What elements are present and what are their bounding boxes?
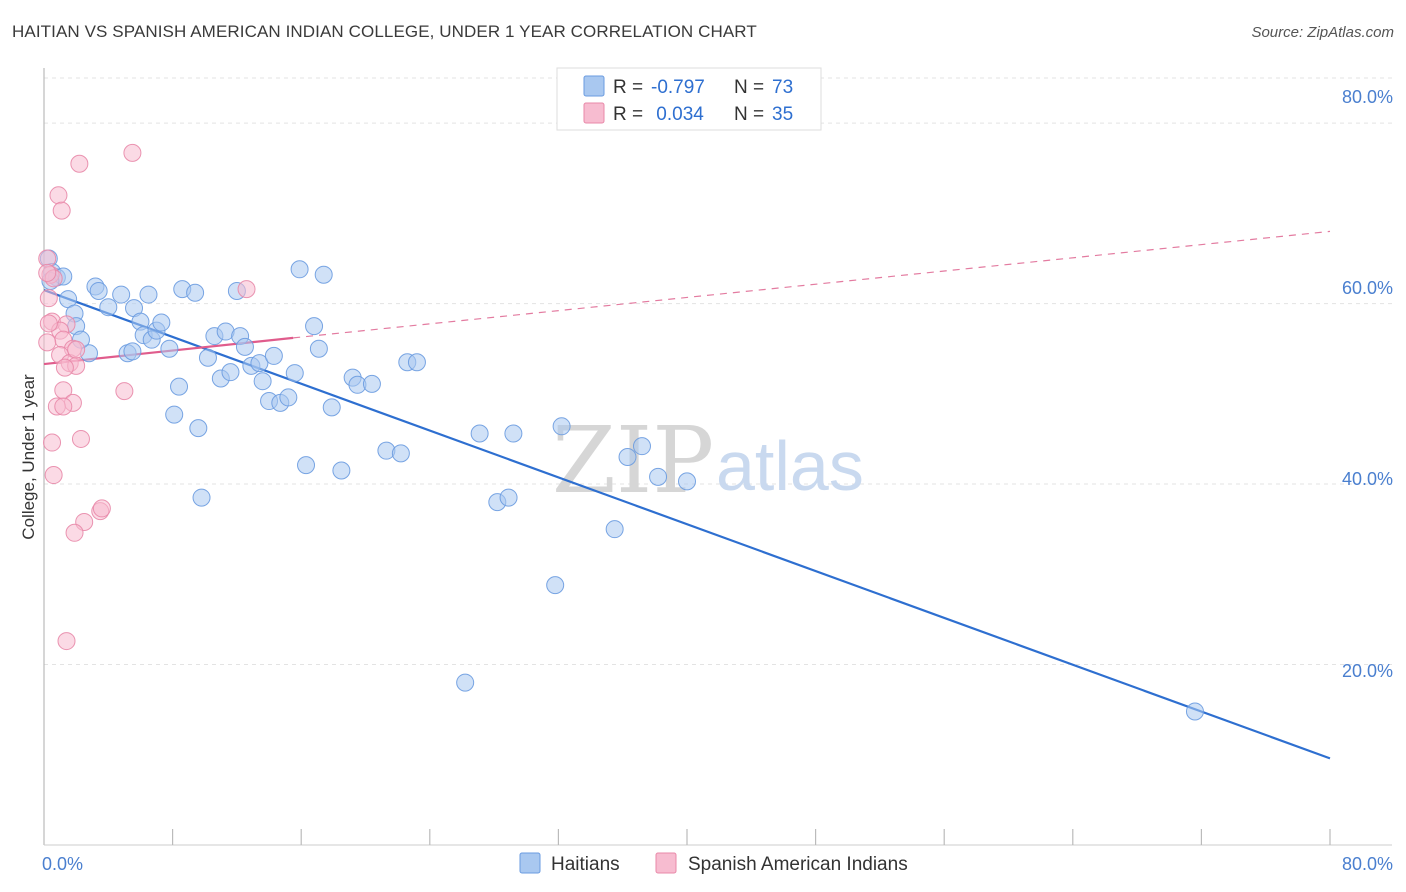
point-haitians [314, 265, 333, 284]
point-haitians [305, 317, 324, 336]
point-spanish-american-indians [38, 333, 57, 352]
y-tick-labels: 80.0% 60.0% 40.0% 20.0% [1342, 87, 1393, 681]
point-spanish-american-indians [52, 201, 71, 220]
trendline-spanish-american-indians-dashed [293, 230, 1331, 339]
point-haitians [332, 461, 351, 480]
y-axis-label: College, Under 1 year [19, 374, 38, 540]
point-spanish-american-indians [92, 499, 111, 518]
point-haitians [285, 364, 304, 383]
point-spanish-american-indians [115, 382, 134, 401]
point-spanish-american-indians [49, 186, 68, 205]
point-haitians [605, 520, 624, 539]
point-haitians [322, 398, 341, 417]
point-haitians [504, 424, 523, 443]
legend-swatch-spanish-american-indians [583, 102, 605, 124]
legend-r-value: 0.034 [651, 104, 704, 125]
point-haitians [678, 472, 696, 491]
point-haitians [186, 283, 205, 302]
point-haitians [170, 377, 189, 396]
data-points [38, 143, 1204, 721]
point-spanish-american-indians [39, 314, 58, 333]
point-haitians [152, 313, 171, 332]
point-haitians [221, 363, 240, 382]
point-spanish-american-indians [67, 340, 86, 359]
point-spanish-american-indians [39, 289, 58, 308]
point-haitians [649, 467, 668, 486]
legend-box: R = -0.797 N = 73 R = 0.034 N = 35 [556, 67, 822, 131]
point-spanish-american-indians [237, 280, 256, 299]
legend-n-label: N = [734, 77, 769, 98]
bottom-legend: Haitians Spanish American Indians [519, 852, 908, 875]
point-haitians [456, 673, 475, 692]
point-haitians [250, 354, 269, 373]
point-haitians [235, 337, 254, 356]
bottom-legend-swatch-haitians [519, 852, 541, 874]
point-haitians [139, 285, 158, 304]
legend-swatch-haitians [583, 75, 605, 97]
point-haitians [290, 260, 309, 279]
point-haitians [112, 285, 131, 304]
point-haitians [253, 372, 272, 391]
point-spanish-american-indians [57, 632, 76, 651]
bottom-legend-label-haitians: Haitians [551, 854, 620, 875]
point-haitians [123, 342, 142, 361]
bottom-legend-swatch-spanish-american-indians [655, 852, 677, 874]
point-haitians [618, 447, 637, 466]
point-spanish-american-indians [71, 429, 90, 448]
legend-n-label: N = [734, 104, 769, 125]
legend-n-value: 35 [772, 104, 793, 125]
point-haitians [470, 424, 489, 443]
source-note: Source: ZipAtlas.com [1251, 24, 1394, 41]
point-spanish-american-indians [70, 154, 89, 173]
trendline-haitians [43, 289, 1331, 760]
point-haitians [499, 488, 518, 507]
x-axis-ticks [172, 829, 1331, 845]
x-tick-label-max: 80.0% [1342, 854, 1393, 874]
y-tick-label: 60.0% [1342, 278, 1393, 298]
point-haitians [632, 437, 651, 456]
bottom-legend-label-spanish-american-indians: Spanish American Indians [688, 854, 908, 875]
point-haitians [546, 576, 565, 595]
point-haitians [391, 444, 410, 463]
point-haitians [165, 405, 184, 424]
point-haitians [192, 488, 211, 507]
point-haitians [89, 281, 108, 300]
watermark: ZIP atlas [552, 407, 864, 514]
y-tick-label: 40.0% [1342, 469, 1393, 489]
point-spanish-american-indians [38, 263, 57, 282]
legend-r-value: -0.797 [651, 77, 705, 98]
legend-r-label: R = [613, 104, 648, 125]
x-tick-label-min: 0.0% [42, 854, 83, 874]
y-tick-label: 20.0% [1342, 661, 1393, 681]
y-tick-label: 80.0% [1342, 87, 1393, 107]
point-haitians [279, 388, 298, 407]
point-spanish-american-indians [44, 466, 63, 485]
point-haitians [309, 339, 328, 358]
point-spanish-american-indians [43, 433, 62, 452]
point-haitians [552, 417, 571, 436]
chart-title: HAITIAN VS SPANISH AMERICAN INDIAN COLLE… [12, 22, 757, 41]
legend-r-label: R = [613, 77, 648, 98]
axes [43, 68, 1392, 846]
point-spanish-american-indians [123, 143, 142, 162]
point-haitians [297, 456, 316, 475]
point-haitians [264, 346, 283, 365]
point-haitians [407, 353, 426, 372]
point-haitians [1185, 702, 1204, 721]
point-haitians [362, 374, 381, 393]
point-spanish-american-indians [55, 358, 74, 377]
point-haitians [198, 348, 217, 367]
watermark-atlas: atlas [716, 427, 864, 505]
legend-n-value: 73 [772, 77, 793, 98]
point-haitians [160, 339, 179, 358]
point-spanish-american-indians [54, 397, 73, 416]
point-spanish-american-indians [65, 523, 84, 542]
point-haitians [99, 298, 118, 317]
point-haitians [189, 419, 208, 438]
